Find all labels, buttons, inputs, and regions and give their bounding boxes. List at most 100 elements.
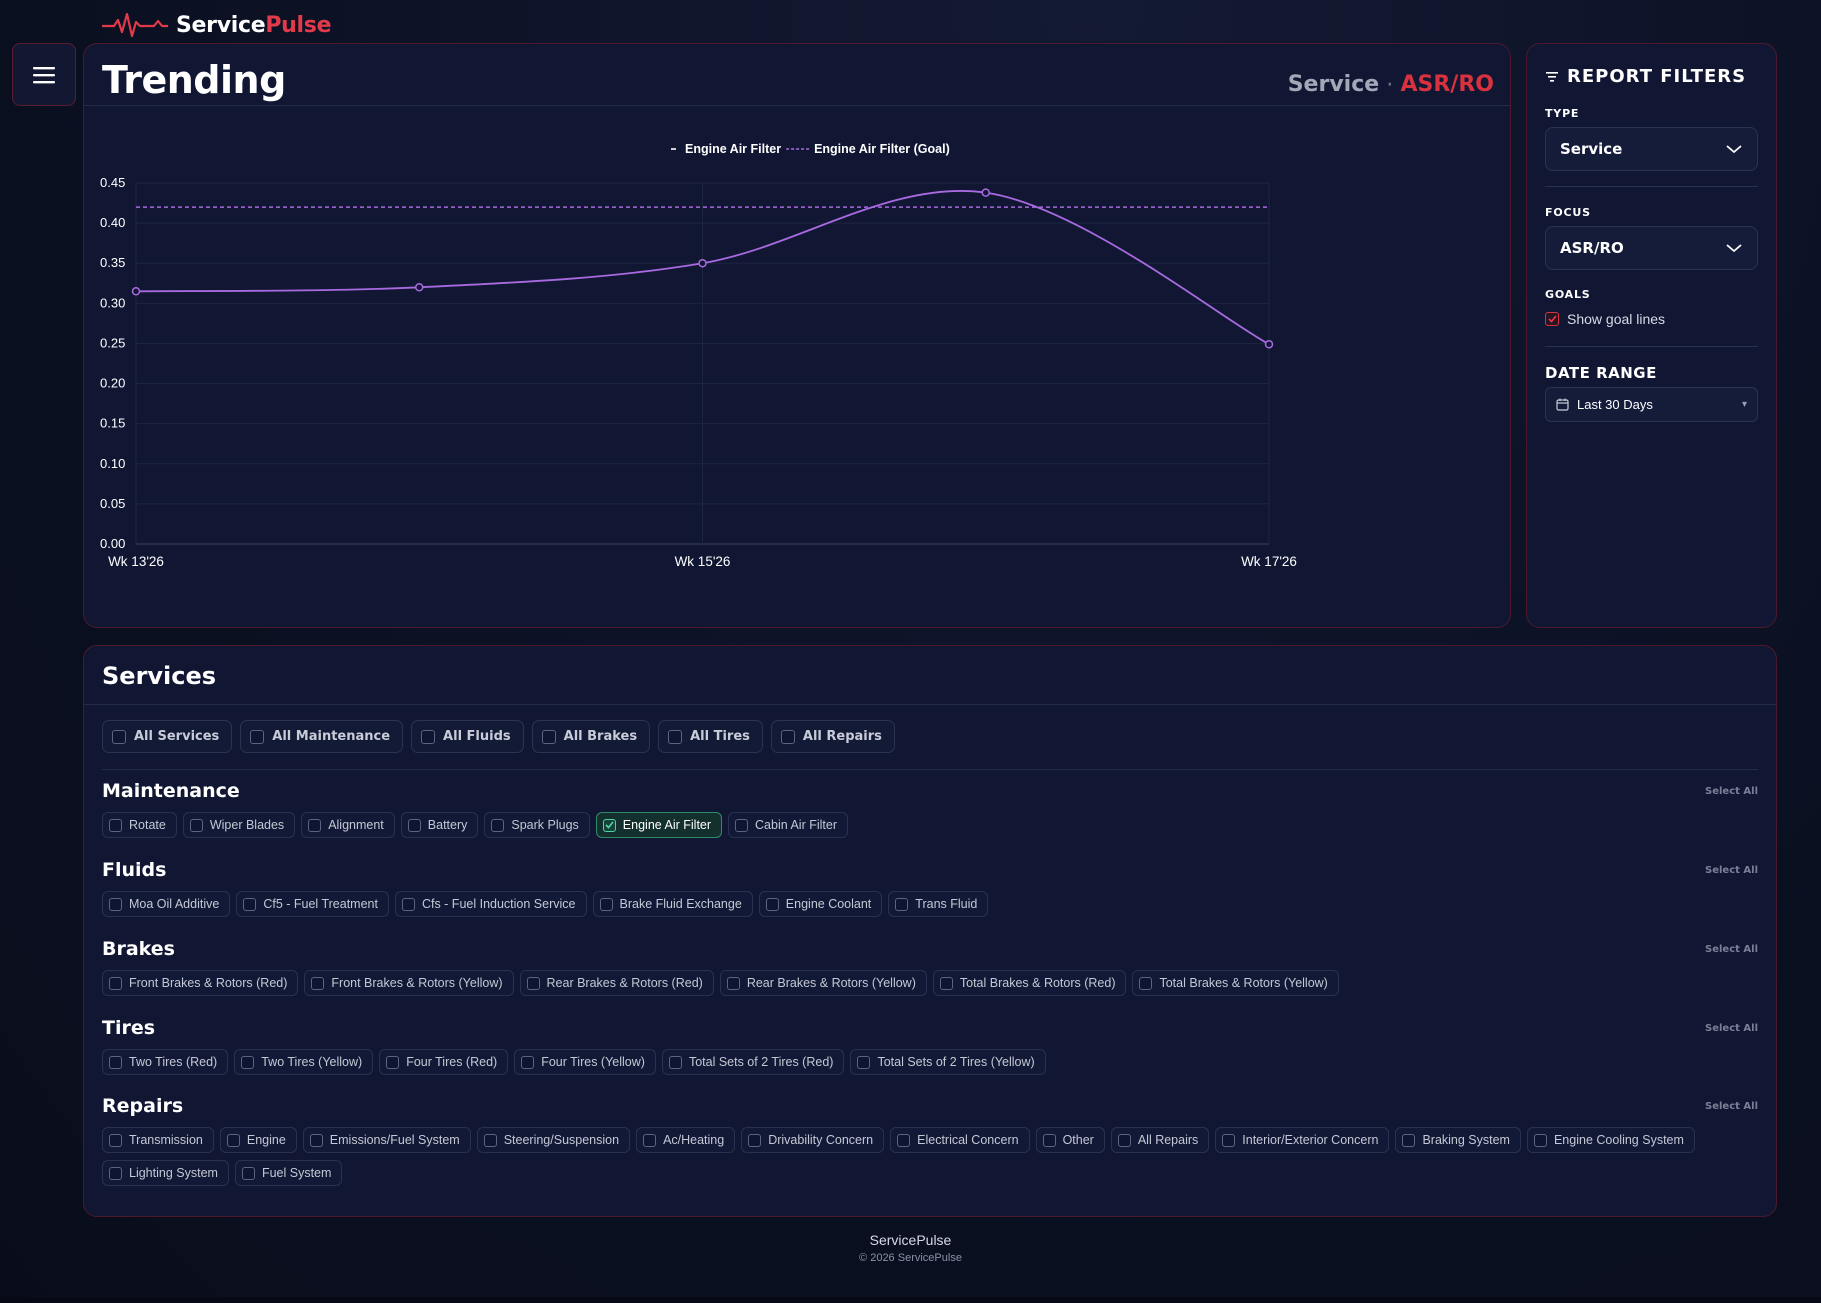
checkbox[interactable] <box>521 1055 535 1069</box>
data-point[interactable] <box>1264 339 1274 349</box>
service-chip[interactable]: Wiper Blades <box>182 812 296 838</box>
all-group-button[interactable]: All Repairs <box>770 720 895 753</box>
checkbox[interactable] <box>526 976 540 990</box>
select-all-link[interactable]: Select All <box>1705 1100 1758 1112</box>
service-chip[interactable]: Electrical Concern <box>890 1127 1030 1153</box>
goal-lines-checkbox[interactable] <box>1545 312 1559 326</box>
service-chip[interactable]: Front Brakes & Rotors (Yellow) <box>304 970 514 996</box>
checkbox[interactable] <box>1042 1133 1056 1147</box>
all-group-button[interactable]: All Brakes <box>531 720 651 753</box>
checkbox[interactable] <box>857 1055 871 1069</box>
service-chip[interactable]: Engine Coolant <box>758 891 883 917</box>
data-point[interactable] <box>415 283 424 292</box>
checkbox[interactable] <box>189 818 203 832</box>
checkbox[interactable] <box>748 1133 762 1147</box>
select-all-link[interactable]: Select All <box>1705 1022 1758 1034</box>
checkbox[interactable] <box>602 818 616 832</box>
checkbox[interactable] <box>483 1133 497 1147</box>
service-chip[interactable]: Steering/Suspension <box>476 1127 631 1153</box>
checkbox[interactable] <box>599 897 613 911</box>
checkbox[interactable] <box>735 818 749 832</box>
checkbox[interactable] <box>109 818 122 832</box>
service-chip[interactable]: Total Sets of 2 Tires (Red) <box>661 1049 845 1075</box>
data-point[interactable] <box>981 188 990 197</box>
checkbox[interactable] <box>1402 1133 1416 1147</box>
service-chip[interactable]: Two Tires (Yellow) <box>234 1049 374 1075</box>
service-chip[interactable]: Cabin Air Filter <box>728 812 849 838</box>
checkbox[interactable] <box>421 729 436 744</box>
select-all-link[interactable]: Select All <box>1705 864 1758 876</box>
all-group-button[interactable]: All Fluids <box>411 720 524 753</box>
service-chip[interactable]: Moa Oil Additive <box>102 891 231 917</box>
service-chip[interactable]: Four Tires (Red) <box>379 1049 509 1075</box>
checkbox[interactable] <box>491 818 505 832</box>
checkbox[interactable] <box>541 729 556 744</box>
service-chip[interactable]: Rear Brakes & Rotors (Red) <box>519 970 714 996</box>
date-range-select[interactable]: Last 30 Days ▾ <box>1545 387 1758 422</box>
checkbox[interactable] <box>311 976 325 990</box>
chart-legend[interactable]: Engine Air Filter Engine Air Filter (Goal… <box>671 142 950 156</box>
service-chip[interactable]: Battery <box>400 812 479 838</box>
service-chip[interactable]: Rotate <box>102 812 177 838</box>
service-chip[interactable]: Other <box>1035 1127 1105 1153</box>
checkbox[interactable] <box>241 1166 255 1180</box>
service-chip[interactable]: Trans Fluid <box>888 891 989 917</box>
service-chip[interactable]: Transmission <box>102 1127 214 1153</box>
checkbox[interactable] <box>765 897 779 911</box>
all-group-button[interactable]: All Services <box>102 720 233 753</box>
service-chip[interactable]: Engine Cooling System <box>1526 1127 1695 1153</box>
service-chip[interactable]: Brake Fluid Exchange <box>592 891 753 917</box>
checkbox[interactable] <box>250 729 265 744</box>
checkbox[interactable] <box>407 818 421 832</box>
checkbox[interactable] <box>309 1133 323 1147</box>
service-chip[interactable]: Total Brakes & Rotors (Yellow) <box>1132 970 1339 996</box>
data-point[interactable] <box>698 258 707 268</box>
checkbox[interactable] <box>1139 976 1153 990</box>
checkbox[interactable] <box>401 897 415 911</box>
checkbox[interactable] <box>109 976 122 990</box>
service-chip[interactable]: Front Brakes & Rotors (Red) <box>102 970 299 996</box>
checkbox[interactable] <box>895 897 909 911</box>
checkbox[interactable] <box>386 1055 400 1069</box>
type-select[interactable]: Service <box>1545 127 1758 171</box>
legend-label[interactable]: Engine Air Filter <box>685 142 781 156</box>
focus-select[interactable]: ASR/RO <box>1545 226 1758 270</box>
checkbox[interactable] <box>897 1133 911 1147</box>
service-chip[interactable]: Rear Brakes & Rotors (Yellow) <box>719 970 927 996</box>
service-chip[interactable]: Braking System <box>1395 1127 1521 1153</box>
service-chip[interactable]: Alignment <box>301 812 395 838</box>
service-chip[interactable]: Total Sets of 2 Tires (Yellow) <box>850 1049 1046 1075</box>
checkbox[interactable] <box>109 1166 122 1180</box>
service-chip[interactable]: Fuel System <box>234 1160 343 1186</box>
brand-logo[interactable]: ServicePulse <box>102 12 332 38</box>
checkbox[interactable] <box>109 1133 122 1147</box>
legend-label[interactable]: Engine Air Filter (Goal) <box>814 142 950 156</box>
checkbox[interactable] <box>241 1055 255 1069</box>
service-chip[interactable]: All Repairs <box>1110 1127 1210 1153</box>
checkbox[interactable] <box>1117 1133 1131 1147</box>
service-chip[interactable]: Two Tires (Red) <box>102 1049 229 1075</box>
checkbox[interactable] <box>226 1133 240 1147</box>
service-chip[interactable]: Engine Air Filter <box>595 812 723 838</box>
service-chip[interactable]: Drivability Concern <box>741 1127 885 1153</box>
menu-button[interactable] <box>12 43 76 106</box>
checkbox[interactable] <box>939 976 953 990</box>
service-chip[interactable]: Four Tires (Yellow) <box>514 1049 656 1075</box>
select-all-link[interactable]: Select All <box>1705 943 1758 955</box>
checkbox[interactable] <box>109 1055 122 1069</box>
checkbox[interactable] <box>780 729 795 744</box>
checkbox[interactable] <box>243 897 257 911</box>
show-goal-lines-toggle[interactable]: Show goal lines <box>1545 311 1665 327</box>
checkbox[interactable] <box>109 897 122 911</box>
data-point[interactable] <box>131 287 141 296</box>
checkbox[interactable] <box>1533 1133 1547 1147</box>
service-chip[interactable]: Total Brakes & Rotors (Red) <box>932 970 1127 996</box>
service-chip[interactable]: Emissions/Fuel System <box>302 1127 471 1153</box>
service-chip[interactable]: Interior/Exterior Concern <box>1215 1127 1390 1153</box>
all-group-button[interactable]: All Tires <box>658 720 763 753</box>
checkbox[interactable] <box>308 818 322 832</box>
service-chip[interactable]: Engine <box>219 1127 297 1153</box>
select-all-link[interactable]: Select All <box>1705 785 1758 797</box>
checkbox[interactable] <box>726 976 740 990</box>
checkbox[interactable] <box>1222 1133 1236 1147</box>
